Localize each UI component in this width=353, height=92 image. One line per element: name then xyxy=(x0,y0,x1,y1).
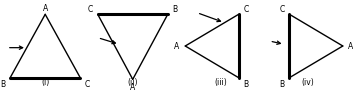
Text: B: B xyxy=(279,80,285,89)
Text: (i): (i) xyxy=(41,78,49,87)
Text: C: C xyxy=(88,5,93,14)
Text: C: C xyxy=(244,5,249,14)
Text: A: A xyxy=(174,41,180,51)
Text: C: C xyxy=(84,80,90,89)
Text: B: B xyxy=(172,5,177,14)
Text: A: A xyxy=(130,83,135,92)
Text: A: A xyxy=(43,4,48,13)
Text: C: C xyxy=(279,5,285,14)
Text: A: A xyxy=(348,41,353,51)
Text: B: B xyxy=(0,80,5,89)
Text: (ii): (ii) xyxy=(127,78,138,87)
Text: (iii): (iii) xyxy=(214,78,227,87)
Text: B: B xyxy=(244,80,249,89)
Text: (iv): (iv) xyxy=(301,78,314,87)
